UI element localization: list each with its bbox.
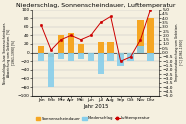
Bar	[137, 46, 144, 53]
Lufttemperatur	[90, 35, 92, 36]
Bar	[48, 53, 54, 57]
Y-axis label: Temperaturabweichung vom Gebietsm.
[°C] [1961-1990]: Temperaturabweichung vom Gebietsm. [°C] …	[175, 23, 183, 82]
Bar	[48, 53, 54, 87]
Bar	[38, 46, 44, 53]
Bar	[38, 53, 44, 61]
Lufttemperatur	[50, 49, 52, 51]
Lufttemperatur	[139, 39, 142, 40]
Bar	[78, 44, 84, 53]
Lufttemperatur	[80, 39, 82, 40]
Bar	[78, 53, 84, 59]
Bar	[127, 53, 134, 61]
Lufttemperatur	[60, 39, 62, 40]
Title: Niederschlag, Sonnenscheindauer, Lufttemperatur: Niederschlag, Sonnenscheindauer, Lufttem…	[16, 3, 176, 8]
Bar	[68, 53, 74, 61]
Lufttemperatur	[119, 61, 122, 62]
Legend: Sonnenscheindauer, Niederschlag, Lufttemperatur: Sonnenscheindauer, Niederschlag, Lufttem…	[34, 115, 152, 122]
X-axis label: Jahr 2015: Jahr 2015	[83, 104, 108, 109]
Lufttemperatur	[100, 22, 102, 23]
Bar	[127, 53, 134, 55]
Bar	[108, 42, 114, 53]
Line: Lufttemperatur: Lufttemperatur	[40, 8, 152, 62]
Y-axis label: Niederschlags- bzw. Sonnenscheindauer-
Abweichung vom Gebietsm. [%]
[1961-1990] : Niederschlags- bzw. Sonnenscheindauer- A…	[3, 22, 15, 84]
Bar	[108, 53, 114, 61]
Bar	[68, 33, 74, 53]
Bar	[147, 18, 154, 53]
Lufttemperatur	[70, 35, 72, 36]
Bar	[117, 53, 124, 65]
Bar	[147, 53, 154, 61]
Bar	[137, 20, 144, 53]
Lufttemperatur	[110, 16, 112, 17]
Lufttemperatur	[149, 9, 152, 10]
Lufttemperatur	[129, 56, 132, 58]
Bar	[117, 53, 124, 55]
Bar	[88, 53, 94, 61]
Bar	[58, 53, 64, 59]
Bar	[97, 42, 104, 53]
Bar	[97, 53, 104, 74]
Lufttemperatur	[40, 24, 42, 26]
Bar	[58, 35, 64, 53]
